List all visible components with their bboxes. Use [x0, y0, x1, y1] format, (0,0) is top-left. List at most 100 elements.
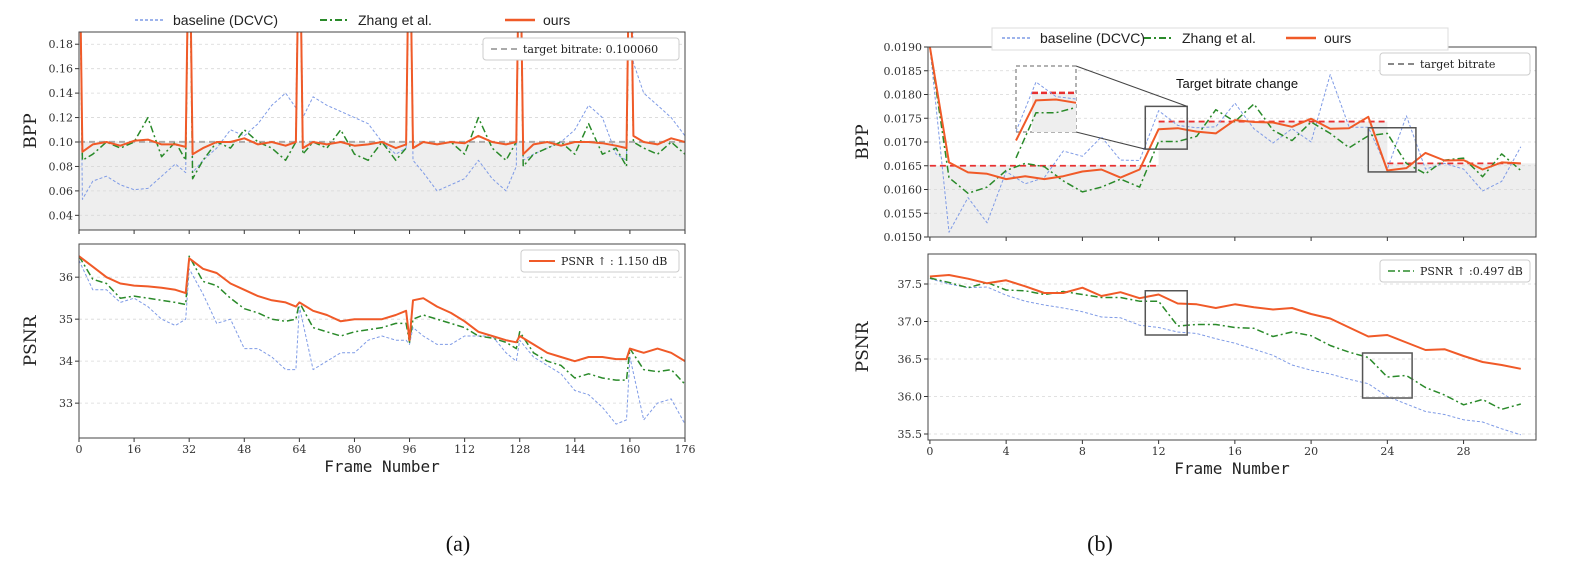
x-tick-label: 32 [182, 443, 196, 456]
series-group [929, 274, 1522, 436]
x-tick-label: 48 [237, 443, 251, 456]
y-axis-label: PSNR [21, 314, 41, 366]
legend-label: target bitrate: 0.100060 [523, 43, 658, 56]
y-axis-label: BPP [853, 124, 873, 159]
y-axis-label: PSNR [853, 320, 873, 372]
inset-series-ours [1015, 98, 1077, 141]
series-line-ours [79, 32, 685, 156]
y-tick-label: 36.5 [898, 353, 923, 366]
y-tick-label: 34 [59, 355, 73, 368]
y-tick-label: 0.0150 [884, 231, 923, 244]
target-fill-area [79, 141, 685, 230]
plot-background [79, 244, 685, 438]
y-tick-label: 0.04 [49, 209, 74, 222]
x-axis-label: Frame Number [324, 457, 440, 476]
y-tick-label: 0.14 [49, 87, 74, 100]
panel-label-a: (a) [446, 531, 470, 556]
panel-label-b: (b) [1087, 531, 1113, 556]
axes-frame [927, 253, 1537, 441]
x-tick-label: 12 [1152, 445, 1166, 458]
y-tick-label: 0.18 [49, 38, 74, 51]
y-tick-label: 0.06 [49, 185, 74, 198]
x-tick-label: 4 [1003, 445, 1010, 458]
legend-box: target bitrate [1379, 52, 1531, 76]
series-group [79, 255, 685, 425]
series-line-ours [79, 255, 685, 363]
x-tick-label: 0 [76, 443, 83, 456]
y-tick-label: 0.08 [49, 160, 74, 173]
chart-b_bpp: 0.0150 0.0155 0.0160 0.0165 0.0170 0.0175 0.01… [853, 41, 1537, 244]
series-line-baseline [929, 47, 1522, 233]
y-tick-label: 0.0160 [884, 184, 923, 197]
series-line-ours [929, 274, 1521, 370]
inset-connector [1075, 131, 1146, 150]
legend-box: PSNR ↑ :0.497 dB [1379, 259, 1531, 283]
x-axis-label: Frame Number [1174, 459, 1290, 478]
x-tick-label: 16 [1228, 445, 1242, 458]
y-tick-label: 35 [59, 313, 73, 326]
x-tick-label: 20 [1304, 445, 1318, 458]
inset-zoom [1015, 65, 1188, 159]
series-group [79, 32, 685, 200]
top-legend: baseline (DCVC) Zhang et al. ours [135, 12, 570, 28]
legend-frame [1379, 52, 1531, 76]
y-tick-label: 0.12 [49, 112, 74, 125]
x-tick-label: 28 [1457, 445, 1471, 458]
series-line-baseline [929, 278, 1521, 436]
x-tick-label: 16 [127, 443, 141, 456]
y-tick-label: 0.0155 [884, 207, 923, 220]
x-tick-label: 8 [1079, 445, 1086, 458]
series-line-baseline [79, 260, 685, 425]
zoom-box [1144, 290, 1188, 336]
legend-label: PSNR ↑ :0.497 dB [1420, 265, 1523, 278]
zoom-box [1361, 352, 1413, 399]
series-line-ours [928, 47, 1521, 181]
legend-box: target bitrate: 0.100060 [482, 37, 680, 61]
y-tick-label: 36.0 [898, 391, 923, 404]
x-tick-label: 128 [509, 443, 530, 456]
inset-series-zhang [1015, 106, 1077, 159]
y-tick-label: 0.0190 [884, 41, 923, 54]
legend-label-baseline: baseline (DCVC) [173, 12, 278, 28]
inset-series-baseline [1015, 81, 1077, 132]
series-line-zhang [79, 255, 685, 385]
y-axis-label: BPP [21, 113, 41, 148]
zoom-box [1367, 127, 1417, 173]
legend-label-baseline: baseline (DCVC) [1040, 30, 1145, 46]
x-tick-label: 0 [926, 445, 933, 458]
zoom-box [1144, 105, 1188, 150]
y-tick-label: 33 [59, 397, 73, 410]
plot-background [928, 254, 1536, 440]
inset-connector [1075, 65, 1188, 107]
y-tick-label: 37.5 [898, 278, 923, 291]
y-tick-label: 0.0175 [884, 112, 923, 125]
legend-label: target bitrate [1420, 58, 1495, 71]
series-line-zhang [929, 47, 1522, 195]
x-tick-label: 144 [564, 443, 585, 456]
legend-box: PSNR ↑ : 1.150 dB [520, 249, 680, 273]
x-tick-label: 176 [675, 443, 696, 456]
y-tick-label: 0.0180 [884, 89, 923, 102]
legend-frame [991, 27, 1449, 51]
target-fill-area [929, 121, 1536, 237]
y-tick-label: 0.0185 [884, 65, 923, 78]
x-tick-label: 112 [454, 443, 475, 456]
legend-frame [482, 37, 680, 61]
x-tick-label: 64 [292, 443, 306, 456]
top-legend: baseline (DCVC) Zhang et al. ours [991, 27, 1449, 51]
chart-a_bpp: 0.04 0.06 0.08 0.10 0.12 0.14 0.16 0.18 BPP targe… [21, 31, 686, 234]
chart-b_psnr: 35.5 36.0 36.5 37.0 37.5 0 4 8 12 16 20 24 28 PSNR Fra… [853, 253, 1537, 478]
y-tick-label: 0.0165 [884, 160, 923, 173]
legend-label-ours: ours [1324, 30, 1351, 46]
legend-label: PSNR ↑ : 1.150 dB [561, 255, 667, 268]
legend-frame [1379, 259, 1531, 283]
y-tick-label: 36 [59, 271, 73, 284]
chart-a_psnr: 33 34 35 36 0 16 32 48 64 80 96 112 128 144 160 176 PSNR… [21, 243, 696, 476]
series-line-zhang [79, 32, 685, 180]
y-tick-label: 0.0170 [884, 136, 923, 149]
y-tick-label: 0.16 [49, 63, 74, 76]
series-group [928, 47, 1522, 233]
y-tick-label: 37.0 [898, 316, 923, 329]
series-line-zhang [929, 277, 1522, 411]
